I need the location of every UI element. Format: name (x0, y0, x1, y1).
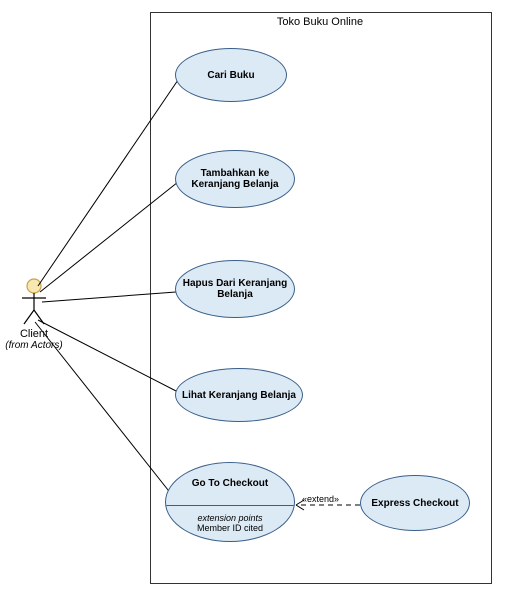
use-case-diagram: Toko Buku Online Client (from Actors) Ca… (0, 0, 507, 601)
usecase-lihat-keranjang: Lihat Keranjang Belanja (175, 368, 303, 422)
usecase-express-checkout: Express Checkout (360, 475, 470, 531)
actor-label: Client (from Actors) (4, 328, 64, 351)
usecase-hapus-keranjang: Hapus Dari Keranjang Belanja (175, 260, 295, 318)
actor-name: Client (4, 328, 64, 340)
usecase-go-to-checkout: Go To Checkout extension points Member I… (165, 462, 295, 542)
actor-icon (20, 278, 48, 328)
actor-client (20, 278, 48, 328)
usecase-cari-buku: Cari Buku (175, 48, 287, 102)
extend-label: «extend» (302, 494, 339, 504)
usecase-tambahkan-keranjang: Tambahkan ke Keranjang Belanja (175, 150, 295, 208)
system-title: Toko Buku Online (260, 16, 380, 28)
actor-from: (from Actors) (4, 340, 64, 351)
